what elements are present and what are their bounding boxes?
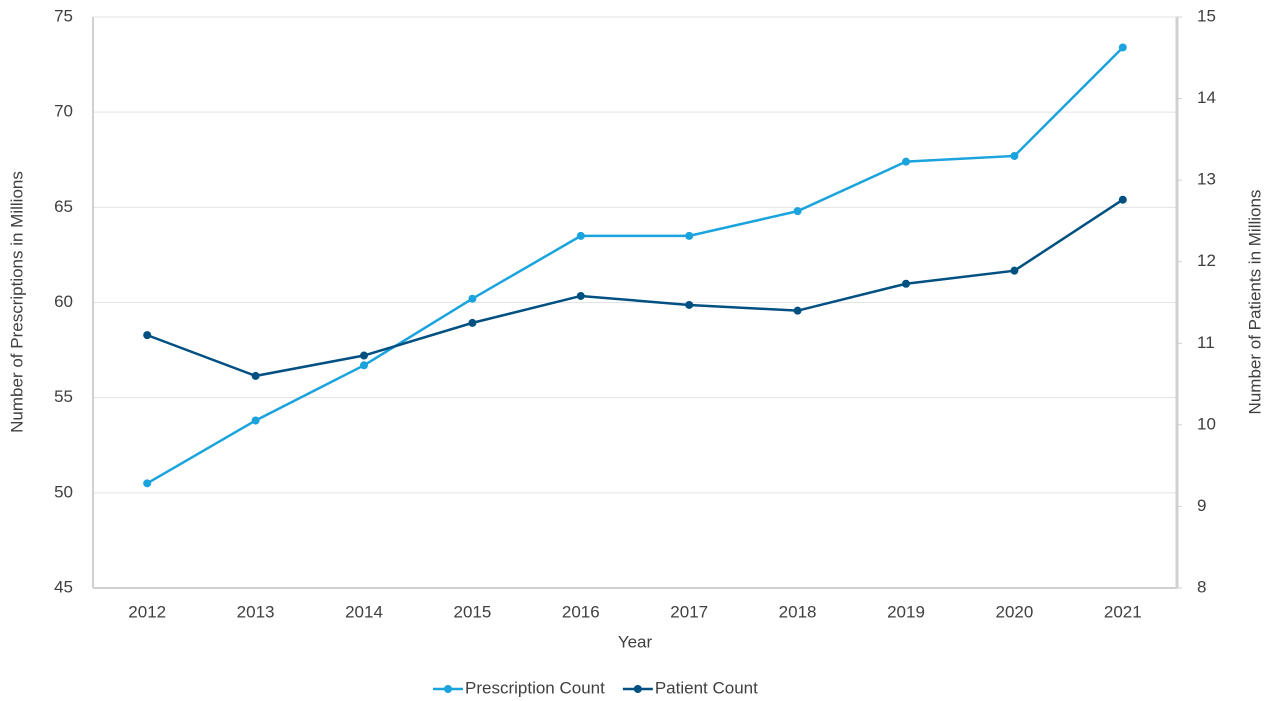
x-tick-label: 2013 <box>237 602 275 621</box>
y-tick-label: 60 <box>54 292 73 311</box>
y-axis-title: Number of Prescriptions in Millions <box>7 171 26 433</box>
data-point <box>468 294 477 303</box>
data-point <box>360 361 368 370</box>
y2-axis-title: Number of Patients in Millions <box>1245 190 1264 415</box>
x-tick-label: 2015 <box>453 602 491 621</box>
y-tick-label: 65 <box>54 197 73 216</box>
data-point <box>793 207 802 216</box>
y2-tick-label: 15 <box>1197 6 1216 25</box>
x-axis-title: Year <box>618 632 653 651</box>
x-tick-label: 2020 <box>995 602 1033 621</box>
x-tick-label: 2012 <box>128 602 166 621</box>
x-tick-label: 2021 <box>1104 602 1142 621</box>
data-point <box>1010 151 1019 160</box>
data-point <box>1118 43 1127 52</box>
x-tick-label: 2014 <box>345 602 383 621</box>
x-tick-label: 2019 <box>887 602 925 621</box>
legend-label: Prescription Count <box>465 678 605 697</box>
x-tick-label: 2016 <box>562 602 600 621</box>
y2-tick-label: 8 <box>1197 577 1206 596</box>
x-tick-label: 2017 <box>670 602 708 621</box>
data-point <box>360 351 368 360</box>
data-point <box>1010 266 1019 275</box>
y-tick-label: 45 <box>54 577 73 596</box>
data-point <box>143 479 152 488</box>
data-point <box>902 157 910 166</box>
legend-marker <box>633 685 642 693</box>
data-point <box>143 331 152 340</box>
y2-tick-label: 12 <box>1197 251 1216 270</box>
y-tick-label: 75 <box>54 6 73 25</box>
legend-marker <box>444 685 452 693</box>
data-point <box>685 231 694 240</box>
y-tick-label: 55 <box>54 387 73 406</box>
y2-tick-label: 9 <box>1197 496 1206 515</box>
data-point <box>902 279 910 288</box>
x-tick-label: 2018 <box>779 602 817 621</box>
y2-tick-label: 11 <box>1197 333 1215 352</box>
data-point <box>1118 195 1127 204</box>
data-point <box>793 306 802 315</box>
legend-label: Patient Count <box>655 678 758 697</box>
data-point <box>576 291 585 300</box>
y-tick-label: 70 <box>54 102 73 121</box>
y2-tick-label: 13 <box>1197 170 1216 189</box>
data-point <box>685 300 694 309</box>
data-point <box>251 416 260 425</box>
y2-tick-label: 14 <box>1197 88 1216 107</box>
y-tick-label: 50 <box>54 482 73 501</box>
y2-tick-label: 10 <box>1197 414 1216 433</box>
data-point <box>251 371 260 380</box>
series-line <box>146 198 1124 378</box>
data-point <box>468 318 477 327</box>
data-point <box>576 231 585 240</box>
series-line <box>146 46 1124 485</box>
